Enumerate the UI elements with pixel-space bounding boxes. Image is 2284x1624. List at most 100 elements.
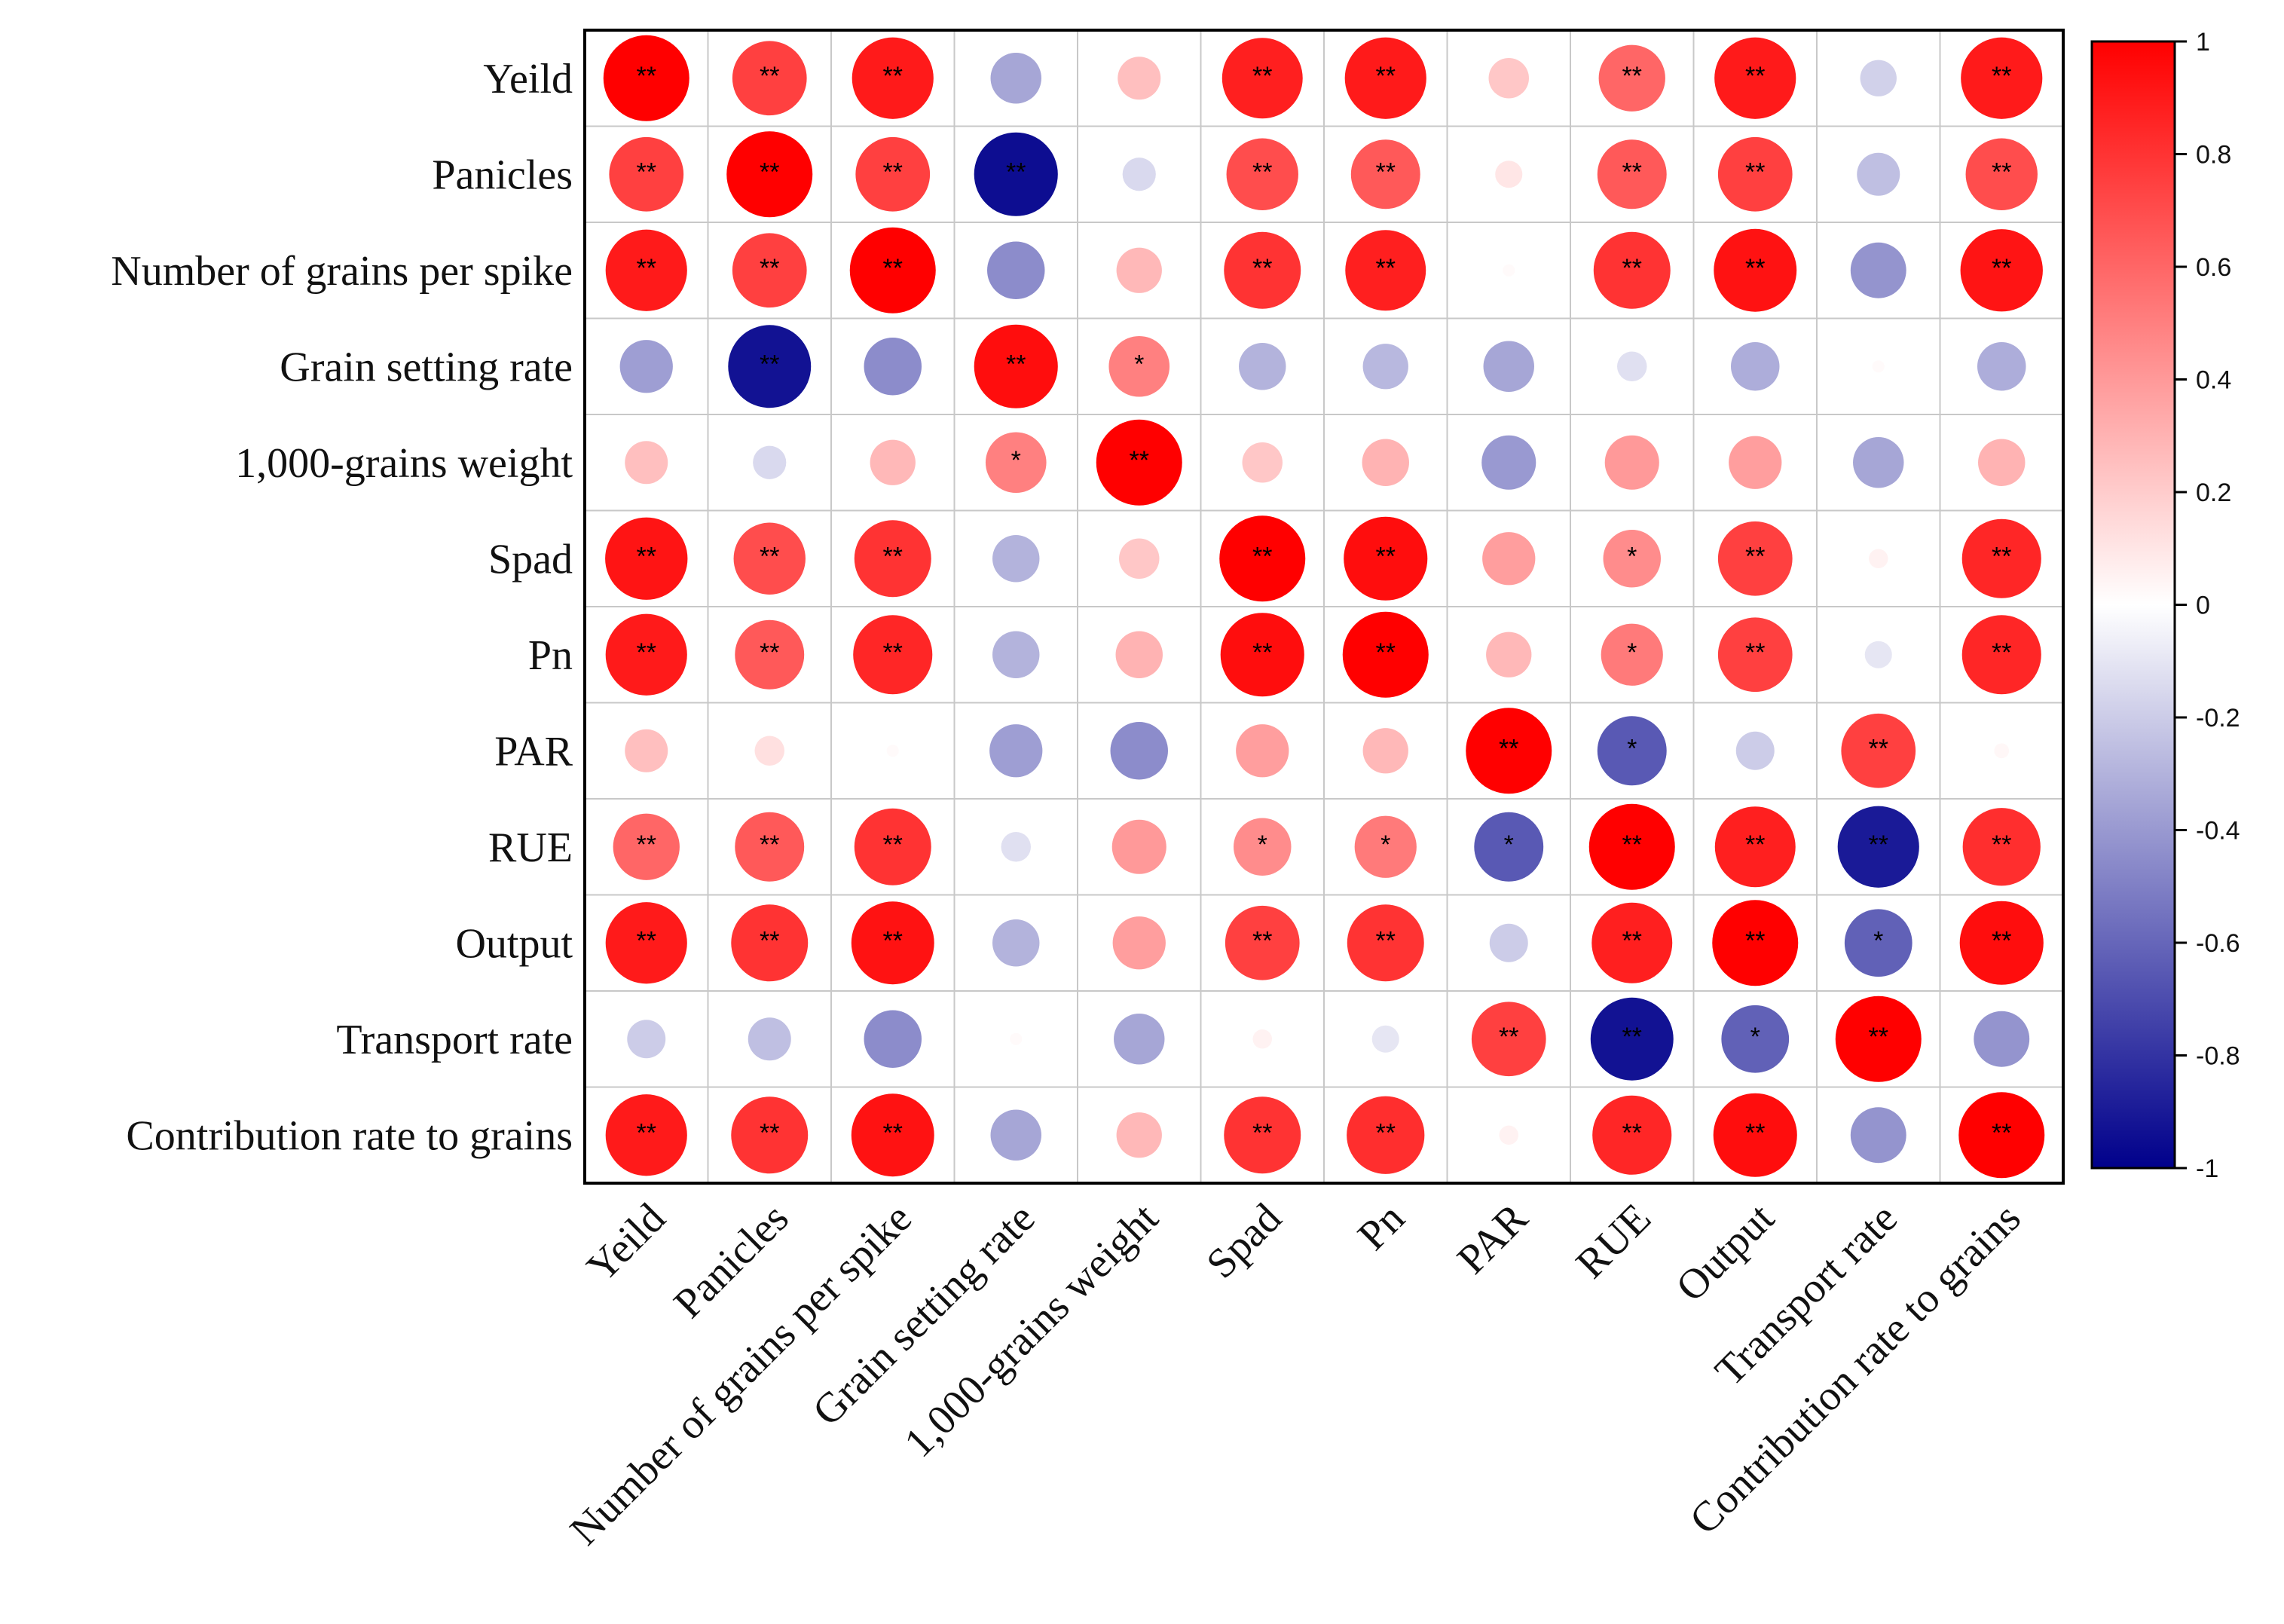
column-label: Output	[1668, 1194, 1784, 1311]
row-label: Number of grains per spike	[111, 248, 573, 295]
correlation-circle	[1714, 806, 1796, 888]
significance-mark: **	[637, 542, 656, 570]
colorbar: 1 0.8 0.6 0.4 0.2 0 -0.2 -0.4 -0.6 -0.8 -1	[2090, 28, 2240, 1183]
correlation-circle	[849, 227, 936, 313]
significance-mark: **	[883, 926, 903, 955]
correlation-circle	[1958, 1092, 2045, 1179]
correlation-circle	[1960, 229, 2043, 312]
correlation-circle	[870, 439, 916, 485]
correlation-circle	[1592, 1095, 1672, 1175]
correlation-circle	[1731, 342, 1780, 391]
significance-mark: **	[760, 638, 779, 667]
correlation-circle	[1344, 37, 1426, 119]
correlation-circle	[1721, 1005, 1790, 1073]
correlation-circle	[1974, 1011, 2030, 1067]
correlation-circle	[855, 136, 931, 212]
correlation-circle	[1344, 516, 1428, 601]
correlation-circle	[1961, 37, 2043, 119]
correlation-circle	[1597, 716, 1667, 786]
correlation-circle	[1483, 341, 1534, 392]
correlation-circle	[1486, 632, 1532, 677]
correlation-circle	[1869, 549, 1888, 568]
correlation-circles	[603, 35, 2045, 1179]
column-label: Spad	[1197, 1194, 1290, 1287]
correlation-circle	[985, 432, 1047, 494]
significance-mark: **	[1992, 830, 2011, 859]
significance-mark: **	[883, 830, 903, 859]
correlation-circle	[1489, 923, 1528, 962]
correlation-circle	[1857, 152, 1900, 196]
row-label: Grain setting rate	[280, 344, 573, 390]
significance-mark: **	[883, 62, 903, 90]
significance-mark: **	[760, 350, 779, 378]
correlation-circle	[1597, 139, 1667, 209]
correlation-circle	[990, 53, 1041, 104]
correlation-circle	[1853, 437, 1904, 488]
correlation-circle	[1001, 832, 1031, 862]
colorbar-tick-label: -0.8	[2196, 1042, 2240, 1071]
significance-mark: **	[883, 542, 903, 570]
significance-mark: *	[1258, 830, 1267, 859]
colorbar-tick-label: 0	[2196, 592, 2210, 620]
correlation-circle	[1252, 1029, 1272, 1049]
colorbar-tick-label: -0.4	[2196, 817, 2240, 846]
significance-mark: **	[760, 62, 779, 90]
correlation-circle	[1119, 538, 1160, 579]
correlation-circle	[1482, 532, 1536, 586]
correlation-circle	[992, 535, 1040, 583]
correlation-circle	[1714, 228, 1797, 312]
colorbar-tick-label: 1	[2196, 28, 2210, 57]
correlation-circle	[1221, 38, 1303, 119]
correlation-circle	[735, 619, 805, 690]
correlation-circle	[1234, 818, 1292, 876]
correlation-circle	[1604, 435, 1659, 490]
colorbar-tick-label: 0.4	[2196, 366, 2231, 395]
correlation-circle	[619, 340, 673, 393]
correlation-circle	[987, 241, 1045, 299]
correlation-circle	[605, 902, 687, 984]
significance-mark: **	[1252, 926, 1272, 955]
correlation-circle	[864, 1010, 922, 1068]
correlation-circle	[1474, 812, 1544, 882]
correlation-circle	[1961, 518, 2041, 598]
correlation-circle	[1729, 436, 1782, 489]
significance-labels: ** ** ** ** ** ** ** **** ** ** ** ** ** ** ** **** ** **…	[637, 62, 2012, 1148]
correlation-circle	[1226, 138, 1298, 210]
correlation-circle	[1961, 615, 2041, 695]
correlation-circle	[1499, 1125, 1518, 1145]
correlation-circle	[1362, 344, 1408, 390]
correlation-circle	[1118, 57, 1161, 100]
correlation-circle	[1841, 713, 1916, 788]
correlation-circle	[1362, 728, 1408, 774]
significance-mark: **	[637, 62, 656, 90]
correlation-circle	[1122, 158, 1156, 191]
significance-mark: **	[1745, 542, 1765, 570]
column-label: PAR	[1448, 1194, 1537, 1283]
correlation-circle	[864, 338, 922, 396]
column-label: Pn	[1349, 1194, 1414, 1259]
significance-mark: **	[1006, 350, 1026, 378]
significance-mark: **	[637, 158, 656, 186]
correlation-circle	[1488, 58, 1529, 99]
significance-mark: **	[1252, 1118, 1272, 1147]
correlation-circle	[1096, 419, 1182, 506]
correlation-circle	[1347, 1096, 1425, 1174]
significance-mark: *	[1134, 350, 1144, 378]
colorbar-tick-label: 0.6	[2196, 253, 2231, 282]
row-label: RUE	[488, 824, 573, 871]
significance-mark: **	[1992, 158, 2011, 186]
significance-mark: **	[1376, 542, 1396, 570]
correlation-circle	[989, 724, 1043, 778]
correlation-circle	[1236, 724, 1289, 778]
colorbar-tick-label: 0.2	[2196, 479, 2231, 507]
significance-mark: **	[1992, 638, 2011, 667]
correlation-circle	[1239, 343, 1286, 390]
significance-mark: **	[883, 638, 903, 667]
colorbar-tick-label: 0.8	[2196, 141, 2231, 170]
significance-mark: **	[1252, 638, 1272, 667]
row-label: Spad	[488, 536, 573, 583]
significance-mark: *	[1504, 830, 1514, 859]
correlation-circle	[1959, 901, 2044, 985]
row-label: Output	[455, 920, 573, 967]
correlation-circle	[1466, 708, 1552, 794]
